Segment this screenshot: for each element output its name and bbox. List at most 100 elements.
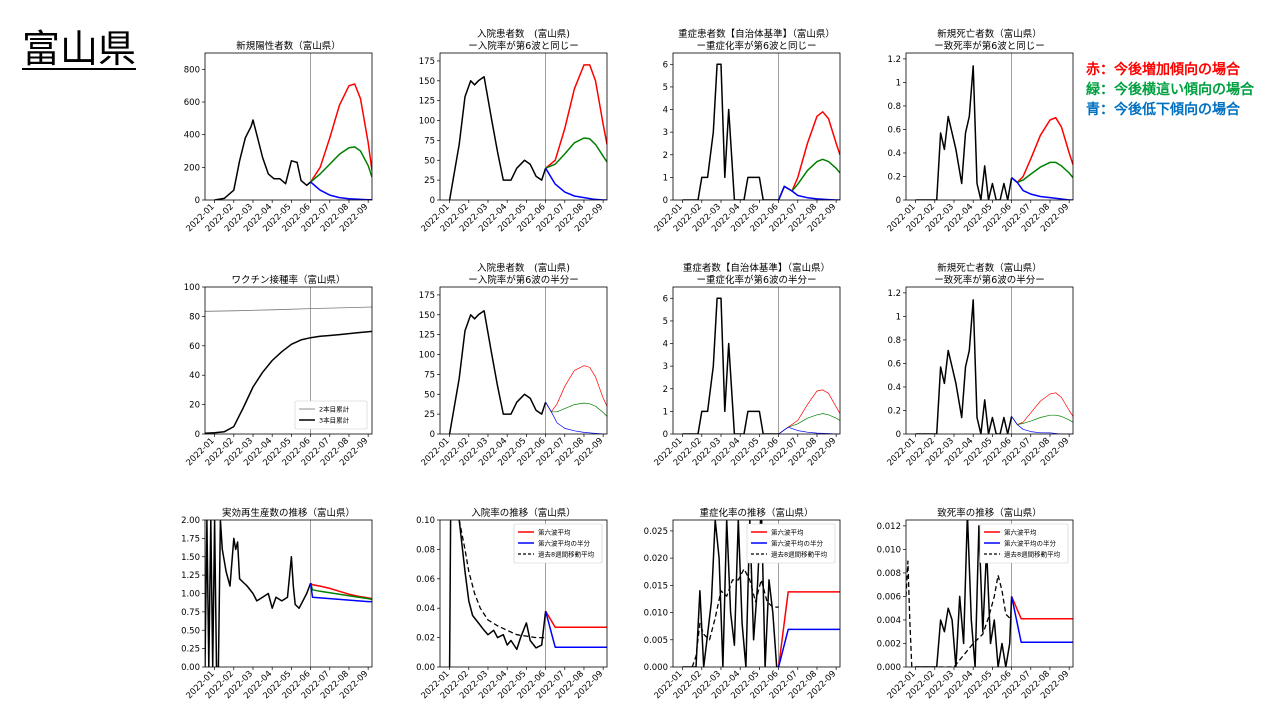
plot-frame bbox=[672, 519, 841, 668]
y-tick-label: 0.010 bbox=[877, 545, 901, 555]
legend-label: 過去8週間移動平均 bbox=[771, 550, 828, 559]
chart-title: 重症患者数【自治体基準】（富山県） bbox=[678, 28, 835, 40]
y-tick-label: 0 bbox=[896, 196, 901, 206]
chart-title: ー致死率が第6波の半分ー bbox=[934, 274, 1045, 286]
legend-label: 第六波平均 bbox=[1004, 528, 1037, 537]
series-line-actual bbox=[448, 310, 547, 434]
y-tick-label: 0.06 bbox=[416, 575, 435, 585]
y-tick-label: 0.75 bbox=[181, 608, 200, 618]
chart-title: 実効再生産数の推移（富山県） bbox=[222, 507, 355, 519]
series-line-thin bbox=[205, 306, 372, 312]
y-tick-label: 1 bbox=[896, 78, 901, 88]
y-tick-label: 75 bbox=[424, 136, 435, 146]
y-tick-label: 0.4 bbox=[887, 149, 901, 159]
y-tick-label: 0.6 bbox=[887, 125, 901, 135]
chart-title: 入院患者数 (富山県) bbox=[477, 28, 570, 40]
series-line-actual bbox=[915, 65, 1013, 200]
y-tick-label: 0 bbox=[195, 430, 200, 440]
y-tick-label: 50 bbox=[424, 156, 435, 166]
legend-label: 2本目累計 bbox=[319, 405, 350, 414]
series-line-actual bbox=[682, 297, 779, 434]
y-tick-label: 60 bbox=[189, 342, 200, 352]
legend-label: 3本目累計 bbox=[319, 416, 350, 425]
series-line-increase bbox=[309, 83, 372, 183]
chart-title: ー致死率が第6波と同じー bbox=[934, 40, 1045, 52]
series-line-actual bbox=[915, 520, 1013, 667]
y-tick-label: 1.00 bbox=[181, 590, 200, 600]
chart-panel-2: 入院患者数 (富山県)ー入院率が第6波と同じー 0 25 50 75 100 125 150 1… bbox=[419, 28, 608, 234]
y-tick-label: 6 bbox=[663, 60, 668, 70]
y-tick-label: 800 bbox=[184, 65, 200, 75]
y-tick-label: 0.25 bbox=[181, 645, 200, 655]
series-line-decrease-thin bbox=[1011, 416, 1073, 434]
plot-frame bbox=[204, 286, 373, 435]
plot-frame bbox=[439, 519, 608, 668]
y-tick-label: 50 bbox=[424, 390, 435, 400]
y-tick-label: 0.08 bbox=[416, 545, 435, 555]
series-line-flat-thin bbox=[545, 402, 607, 417]
chart-title: 入院患者数 (富山県) bbox=[477, 262, 570, 274]
y-tick-label: 6 bbox=[663, 294, 668, 304]
scenario-note-flat: 緑：今後横這い傾向の場合 bbox=[1086, 82, 1254, 98]
plot-frame bbox=[905, 52, 1074, 201]
scenario-note-increase: 赤：今後増加傾向の場合 bbox=[1086, 62, 1240, 78]
y-tick-label: 100 bbox=[419, 117, 435, 127]
plot-frame bbox=[672, 286, 841, 435]
series-line-dashed bbox=[906, 560, 1013, 667]
plot-frame bbox=[439, 52, 608, 201]
y-tick-label: 40 bbox=[189, 371, 200, 381]
legend-label: 第六波平均 bbox=[771, 528, 804, 537]
series-line-flat bbox=[545, 137, 607, 169]
series-line-actual bbox=[205, 330, 372, 434]
plot-frame bbox=[905, 519, 1074, 668]
series-line-dashed bbox=[691, 568, 779, 667]
chart-title: ー重症化率が第6波と同じー bbox=[696, 40, 816, 52]
y-tick-label: 125 bbox=[419, 331, 435, 341]
series-line-actual bbox=[915, 299, 1013, 434]
y-tick-label: 1.50 bbox=[181, 553, 200, 563]
chart-title: 重症化率の推移（富山県） bbox=[699, 507, 813, 519]
chart-title: 入院率の推移（富山県） bbox=[471, 507, 576, 519]
chart-panel-8: 新規死亡者数（富山県）ー致死率が第6波の半分ー 0 0.2 0.4 0.6 0.8 1 1.2… bbox=[886, 262, 1074, 468]
y-tick-label: 0 bbox=[663, 196, 668, 206]
y-tick-label: 200 bbox=[184, 163, 200, 173]
y-tick-label: 0 bbox=[430, 196, 435, 206]
series-line-flat-thin bbox=[1011, 414, 1073, 425]
y-tick-label: 0.004 bbox=[877, 616, 901, 626]
chart-panel-1: 新規陽性者数（富山県）02004006008002022-012022-0220… bbox=[184, 40, 373, 234]
y-tick-label: 175 bbox=[419, 57, 435, 67]
y-tick-label: 100 bbox=[184, 283, 200, 293]
chart-panel-11: 重症化率の推移（富山県） 0.000 0.005 0.010 0.015 0.020 0.0… bbox=[644, 507, 841, 701]
y-tick-label: 0.015 bbox=[644, 581, 668, 591]
y-tick-label: 0.50 bbox=[181, 626, 200, 636]
y-tick-label: 0.020 bbox=[644, 554, 668, 564]
y-tick-label: 2.00 bbox=[181, 516, 200, 526]
series-line-decrease bbox=[544, 167, 607, 200]
y-tick-label: 0 bbox=[195, 196, 200, 206]
y-tick-label: 0.002 bbox=[877, 639, 901, 649]
y-tick-label: 0.012 bbox=[877, 522, 901, 532]
y-tick-label: 0.8 bbox=[887, 336, 901, 346]
plot-frame bbox=[204, 52, 373, 201]
legend-box bbox=[513, 523, 603, 564]
series-line-increase bbox=[777, 591, 840, 667]
series-line-increase bbox=[1011, 116, 1073, 184]
legend-label: 第六波平均の半分 bbox=[538, 539, 591, 548]
y-tick-label: 0 bbox=[430, 430, 435, 440]
legend-label: 第六波平均 bbox=[538, 528, 571, 537]
chart-panel-4: 新規死亡者数（富山県）ー致死率が第6波と同じー 0 0.2 0.4 0.6 0.8 1 1.2… bbox=[886, 28, 1074, 234]
y-tick-label: 4 bbox=[663, 106, 668, 116]
series-line-flat bbox=[777, 158, 840, 200]
y-tick-label: 150 bbox=[419, 311, 435, 321]
series-line-flat bbox=[1011, 161, 1073, 184]
series-line-decrease bbox=[309, 583, 372, 603]
y-tick-label: 1.2 bbox=[887, 55, 901, 65]
chart-title: 新規陽性者数（富山県） bbox=[236, 40, 341, 52]
y-tick-label: 0.4 bbox=[887, 383, 901, 393]
series-line-actual bbox=[448, 76, 547, 200]
y-tick-label: 0.04 bbox=[416, 604, 435, 614]
chart-panel-5: ワクチン接種率（富山県）0204060801002022-012022-0220… bbox=[184, 274, 373, 468]
legend-label: 第六波平均の半分 bbox=[1004, 539, 1057, 548]
